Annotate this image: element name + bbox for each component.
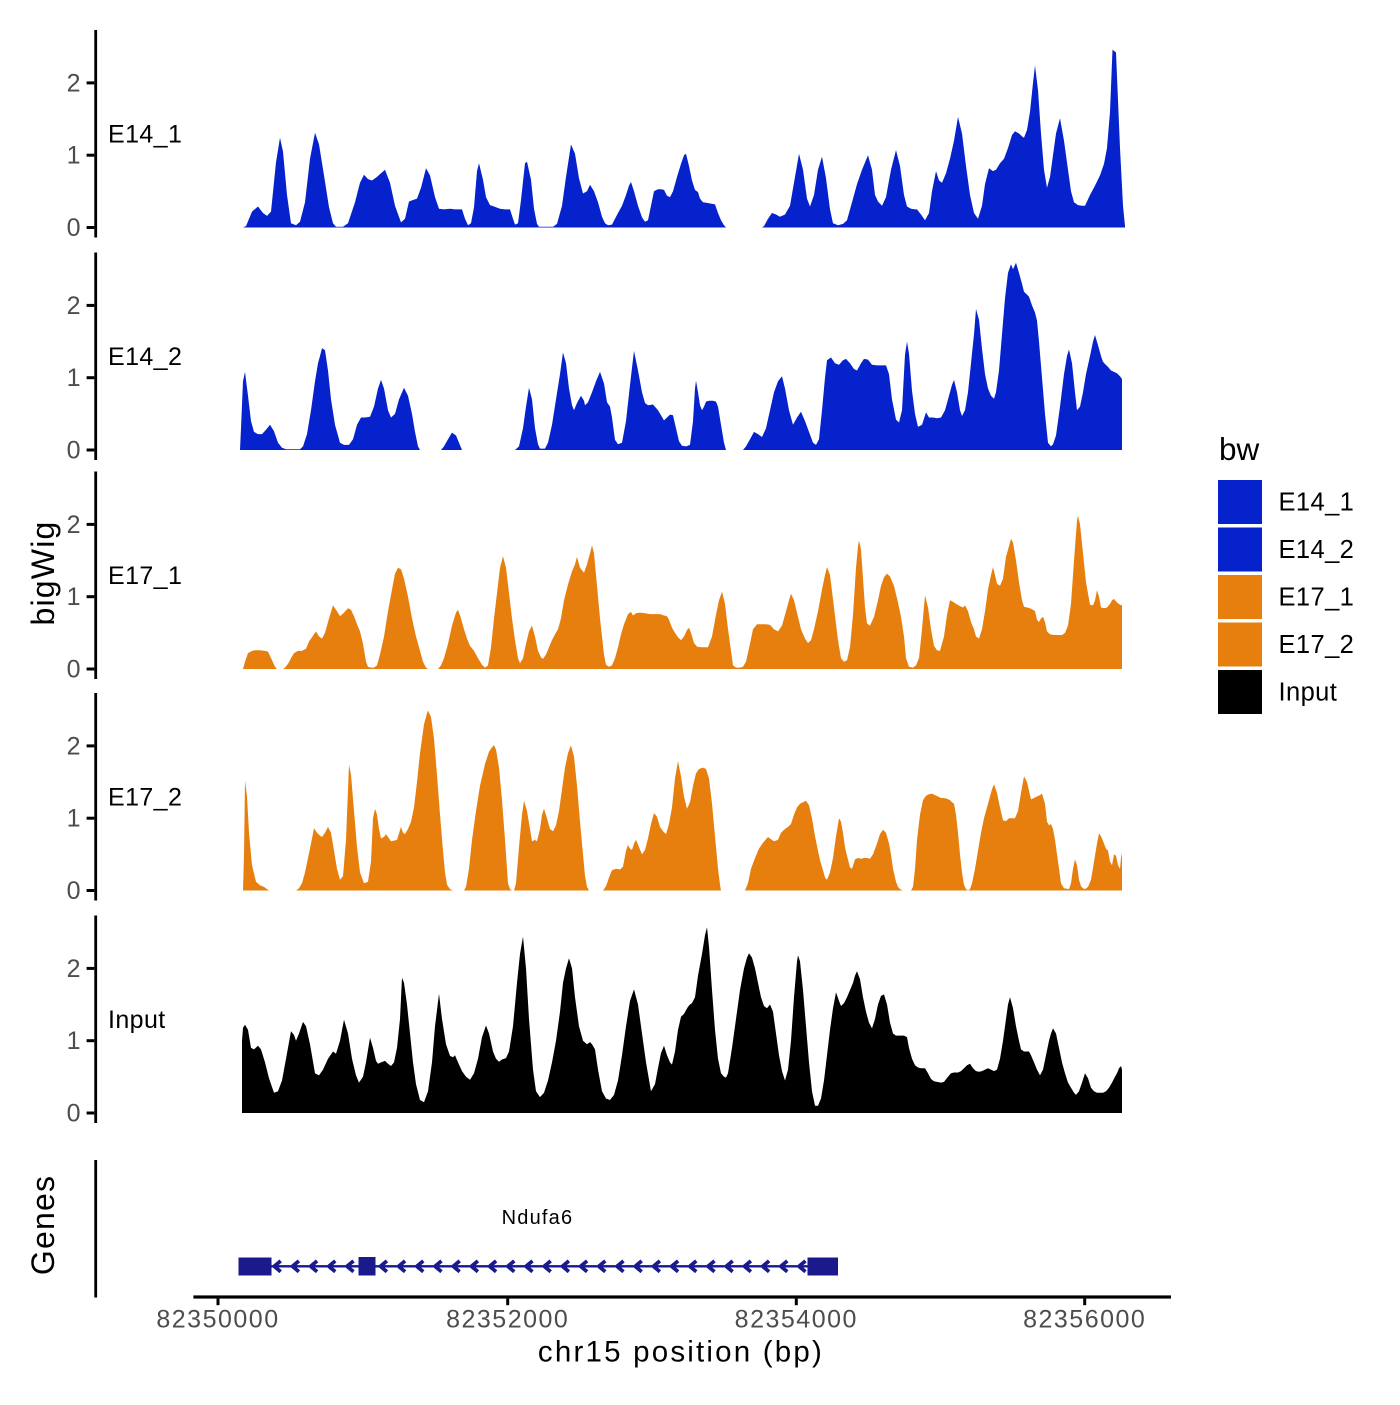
svg-text:1: 1 (67, 583, 81, 611)
svg-text:2: 2 (67, 732, 81, 760)
svg-text:1: 1 (67, 142, 81, 170)
svg-text:E14_1: E14_1 (1279, 489, 1355, 517)
svg-text:Genes: Genes (25, 1175, 61, 1275)
svg-text:0: 0 (67, 656, 81, 684)
svg-text:chr15 position (bp): chr15 position (bp) (538, 1336, 824, 1369)
svg-text:0: 0 (67, 437, 81, 465)
svg-text:E14_2: E14_2 (108, 343, 182, 371)
svg-text:2: 2 (67, 955, 81, 983)
svg-text:1: 1 (67, 805, 81, 833)
svg-text:1: 1 (67, 1027, 81, 1055)
svg-text:82350000: 82350000 (156, 1306, 279, 1334)
svg-text:E17_1: E17_1 (108, 562, 182, 590)
svg-text:2: 2 (67, 69, 81, 97)
svg-text:Input: Input (1279, 679, 1338, 707)
svg-text:E17_1: E17_1 (1279, 584, 1355, 612)
svg-text:bigWig: bigWig (25, 520, 61, 625)
svg-text:E17_2: E17_2 (108, 783, 182, 811)
svg-text:82354000: 82354000 (735, 1306, 858, 1334)
svg-text:2: 2 (67, 511, 81, 539)
svg-text:82352000: 82352000 (446, 1306, 569, 1334)
svg-text:82356000: 82356000 (1023, 1306, 1146, 1334)
svg-text:0: 0 (67, 877, 81, 905)
svg-text:0: 0 (67, 1100, 81, 1128)
svg-text:1: 1 (67, 364, 81, 392)
svg-text:E17_2: E17_2 (1279, 631, 1355, 659)
svg-text:bw: bw (1219, 431, 1260, 467)
svg-text:2: 2 (67, 292, 81, 320)
svg-text:0: 0 (67, 214, 81, 242)
svg-text:Ndufa6: Ndufa6 (502, 1207, 574, 1229)
svg-text:E14_2: E14_2 (1279, 536, 1355, 564)
svg-text:Input: Input (108, 1006, 166, 1034)
svg-text:E14_1: E14_1 (108, 120, 182, 148)
